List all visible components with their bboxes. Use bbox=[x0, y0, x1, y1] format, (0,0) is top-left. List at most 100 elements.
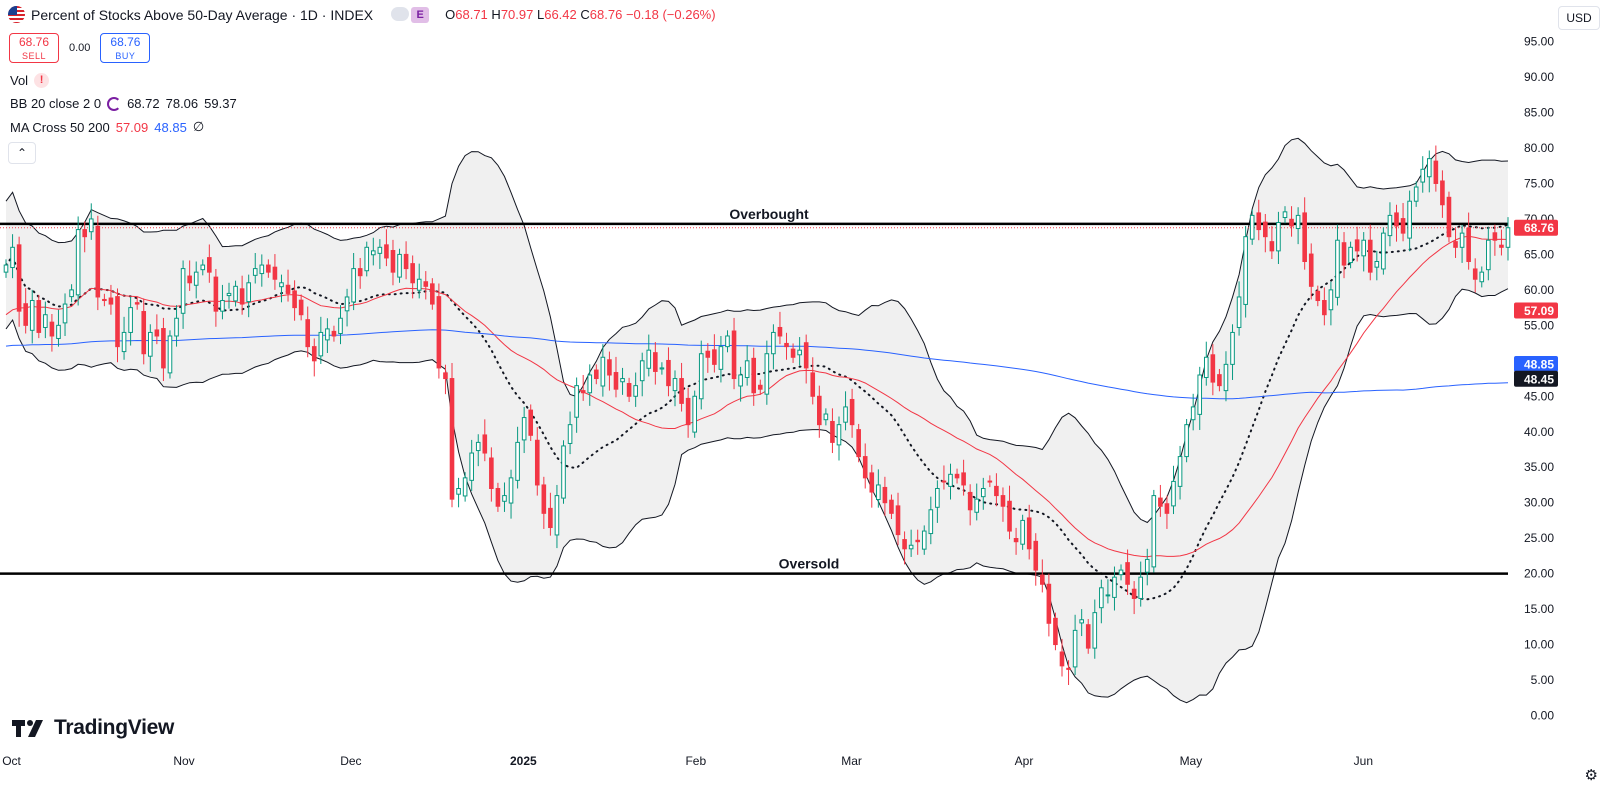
candle-body[interactable] bbox=[397, 253, 402, 278]
candle-body[interactable] bbox=[16, 244, 22, 312]
candle-body[interactable] bbox=[646, 349, 652, 369]
candle-body[interactable] bbox=[1092, 612, 1098, 649]
candle-body[interactable] bbox=[876, 484, 881, 500]
candle-body[interactable] bbox=[49, 321, 55, 337]
pill-icon[interactable] bbox=[391, 6, 410, 21]
candle-body[interactable] bbox=[436, 296, 442, 369]
candle-body[interactable] bbox=[534, 439, 540, 486]
time-axis[interactable]: Oct Nov Dec 2025 Feb Mar Apr May Jun bbox=[2, 754, 1373, 768]
candle-body[interactable] bbox=[1059, 651, 1065, 667]
candle-body[interactable] bbox=[423, 281, 429, 287]
candles[interactable] bbox=[3, 145, 1511, 685]
candle-body[interactable] bbox=[1381, 232, 1386, 270]
candle-body[interactable] bbox=[600, 356, 606, 387]
candle-body[interactable] bbox=[390, 250, 396, 273]
price-axis[interactable]: 0.00 5.00 10.00 15.00 20.00 25.00 30.00 35.00 40… bbox=[1514, 35, 1558, 723]
candle-body[interactable] bbox=[226, 292, 232, 297]
candle-body[interactable] bbox=[521, 417, 527, 441]
candle-body[interactable] bbox=[115, 296, 120, 348]
candle-body[interactable] bbox=[836, 424, 842, 446]
candle-body[interactable] bbox=[1243, 236, 1248, 305]
candle-body[interactable] bbox=[744, 360, 750, 378]
candle-body[interactable] bbox=[56, 324, 61, 339]
candle-body[interactable] bbox=[1446, 196, 1452, 238]
candle-body[interactable] bbox=[1079, 619, 1084, 624]
candle-body[interactable] bbox=[1394, 212, 1399, 227]
candle-body[interactable] bbox=[121, 331, 127, 353]
candle-body[interactable] bbox=[410, 263, 415, 284]
candle-body[interactable] bbox=[1000, 495, 1006, 507]
candle-body[interactable] bbox=[1354, 239, 1360, 252]
candle-body[interactable] bbox=[147, 331, 153, 357]
candle-body[interactable] bbox=[528, 409, 534, 436]
candle-body[interactable] bbox=[738, 374, 743, 387]
candle-body[interactable] bbox=[193, 271, 199, 286]
candle-body[interactable] bbox=[95, 225, 101, 298]
candle-body[interactable] bbox=[1190, 406, 1196, 421]
candle-body[interactable] bbox=[594, 369, 599, 380]
candle-body[interactable] bbox=[790, 348, 796, 358]
candle-body[interactable] bbox=[915, 539, 920, 543]
ma-cross-indicator[interactable]: MA Cross 50 200 57.09 48.85 ∅ bbox=[10, 119, 204, 135]
candle-body[interactable] bbox=[607, 359, 612, 376]
candle-body[interactable] bbox=[456, 488, 461, 495]
candle-body[interactable] bbox=[279, 282, 284, 288]
candle-body[interactable] bbox=[1112, 576, 1117, 598]
sell-button[interactable]: 68.76 SELL bbox=[9, 33, 59, 63]
candle-body[interactable] bbox=[757, 384, 763, 390]
candle-body[interactable] bbox=[377, 246, 383, 254]
candle-body[interactable] bbox=[921, 530, 927, 550]
tradingview-logo[interactable]: TradingView bbox=[12, 716, 174, 740]
candle-body[interactable] bbox=[344, 296, 350, 312]
candle-body[interactable] bbox=[567, 424, 573, 444]
candle-body[interactable] bbox=[803, 342, 809, 369]
candle-body[interactable] bbox=[482, 434, 488, 454]
candle-body[interactable] bbox=[272, 266, 278, 280]
candle-body[interactable] bbox=[161, 328, 166, 369]
candle-body[interactable] bbox=[134, 302, 140, 305]
candle-body[interactable] bbox=[823, 413, 829, 421]
candle-body[interactable] bbox=[849, 398, 855, 426]
candle-body[interactable] bbox=[1013, 538, 1019, 543]
candle-body[interactable] bbox=[1341, 242, 1347, 266]
candle-body[interactable] bbox=[548, 507, 553, 529]
candle-body[interactable] bbox=[974, 498, 980, 513]
candle-body[interactable] bbox=[246, 282, 251, 303]
candle-body[interactable] bbox=[1236, 296, 1242, 328]
candle-body[interactable] bbox=[1486, 239, 1491, 271]
candle-body[interactable] bbox=[1295, 214, 1301, 230]
candle-body[interactable] bbox=[1256, 212, 1262, 231]
candle-body[interactable] bbox=[364, 246, 370, 272]
candle-body[interactable] bbox=[1466, 227, 1471, 263]
candle-body[interactable] bbox=[357, 268, 363, 277]
candle-body[interactable] bbox=[554, 495, 560, 536]
candle-body[interactable] bbox=[653, 352, 658, 372]
volume-indicator[interactable]: Vol ! bbox=[10, 73, 50, 88]
candle-body[interactable] bbox=[430, 283, 435, 305]
candle-body[interactable] bbox=[1289, 218, 1294, 227]
candle-body[interactable] bbox=[1138, 576, 1144, 599]
candle-body[interactable] bbox=[23, 303, 28, 326]
candle-body[interactable] bbox=[1066, 667, 1071, 670]
candle-body[interactable] bbox=[797, 349, 802, 356]
candle-body[interactable] bbox=[495, 488, 501, 507]
candle-body[interactable] bbox=[416, 278, 422, 291]
candle-body[interactable] bbox=[3, 264, 9, 273]
candle-body[interactable] bbox=[698, 353, 704, 400]
candle-body[interactable] bbox=[810, 372, 816, 397]
candle-body[interactable] bbox=[1158, 497, 1163, 507]
candle-body[interactable] bbox=[666, 359, 671, 387]
candle-body[interactable] bbox=[1387, 214, 1393, 237]
candle-body[interactable] bbox=[1230, 331, 1235, 365]
candle-body[interactable] bbox=[331, 330, 337, 337]
candle-body[interactable] bbox=[1105, 594, 1111, 597]
candle-body[interactable] bbox=[1499, 244, 1504, 248]
candle-body[interactable] bbox=[725, 335, 730, 348]
currency-button[interactable]: USD bbox=[1558, 6, 1600, 30]
candle-body[interactable] bbox=[1033, 540, 1039, 571]
candle-body[interactable] bbox=[928, 509, 934, 535]
candle-body[interactable] bbox=[1020, 519, 1025, 545]
candle-body[interactable] bbox=[1420, 168, 1426, 183]
candle-body[interactable] bbox=[1118, 569, 1124, 576]
